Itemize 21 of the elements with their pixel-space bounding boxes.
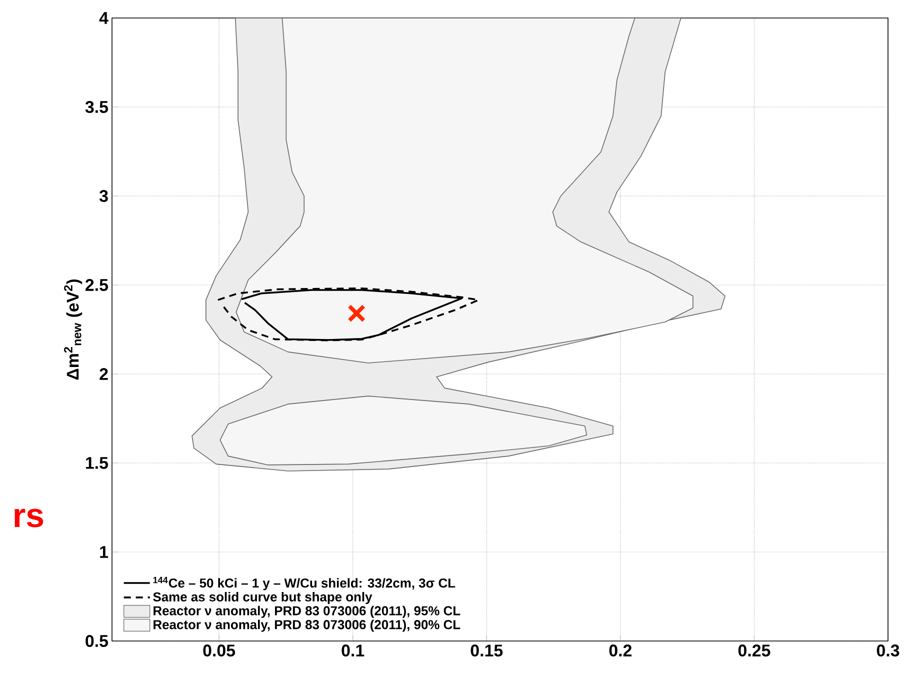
legend-label: Reactor ν anomaly, PRD 83 073006 (2011), 95% CL (154, 606, 460, 618)
y-tick-label: 1.5 (86, 457, 108, 469)
y-tick-label: 3 (99, 190, 108, 202)
x-tick-label: 0.1 (342, 644, 364, 657)
legend-label: Same as solid curve but shape only (153, 592, 372, 604)
legend-label: Reactor ν anomaly, PRD 83 073006 (2011), 90% CL (154, 620, 460, 632)
line-series (217, 287, 480, 342)
x-tick-label: 0.3 (876, 644, 900, 657)
y-tick-label: 4 (99, 12, 108, 24)
x-tick-label: 0.25 (738, 644, 770, 657)
text: rs (14, 508, 44, 528)
y-tick-label: 2 (100, 368, 108, 380)
y-tick-label: 0.5 (86, 635, 108, 647)
legend-label: $^{144}$Ce – 50 kCi – 1 y – W/Cu shield: 33/2cm, 3σ CL (153, 576, 456, 590)
y-axis-title: Δm$^{2}$$_{new}$ (eV$^{2}$) (64, 280, 82, 380)
x-tick-label: 0.15 (470, 644, 503, 657)
y-tick-label: 2.5 (86, 279, 108, 291)
x-tick-label: 0.05 (203, 644, 236, 657)
x-tick-label: 0.2 (609, 644, 632, 657)
y-tick-label: 1 (100, 546, 108, 558)
y-tick-label: 3.5 (85, 100, 108, 113)
